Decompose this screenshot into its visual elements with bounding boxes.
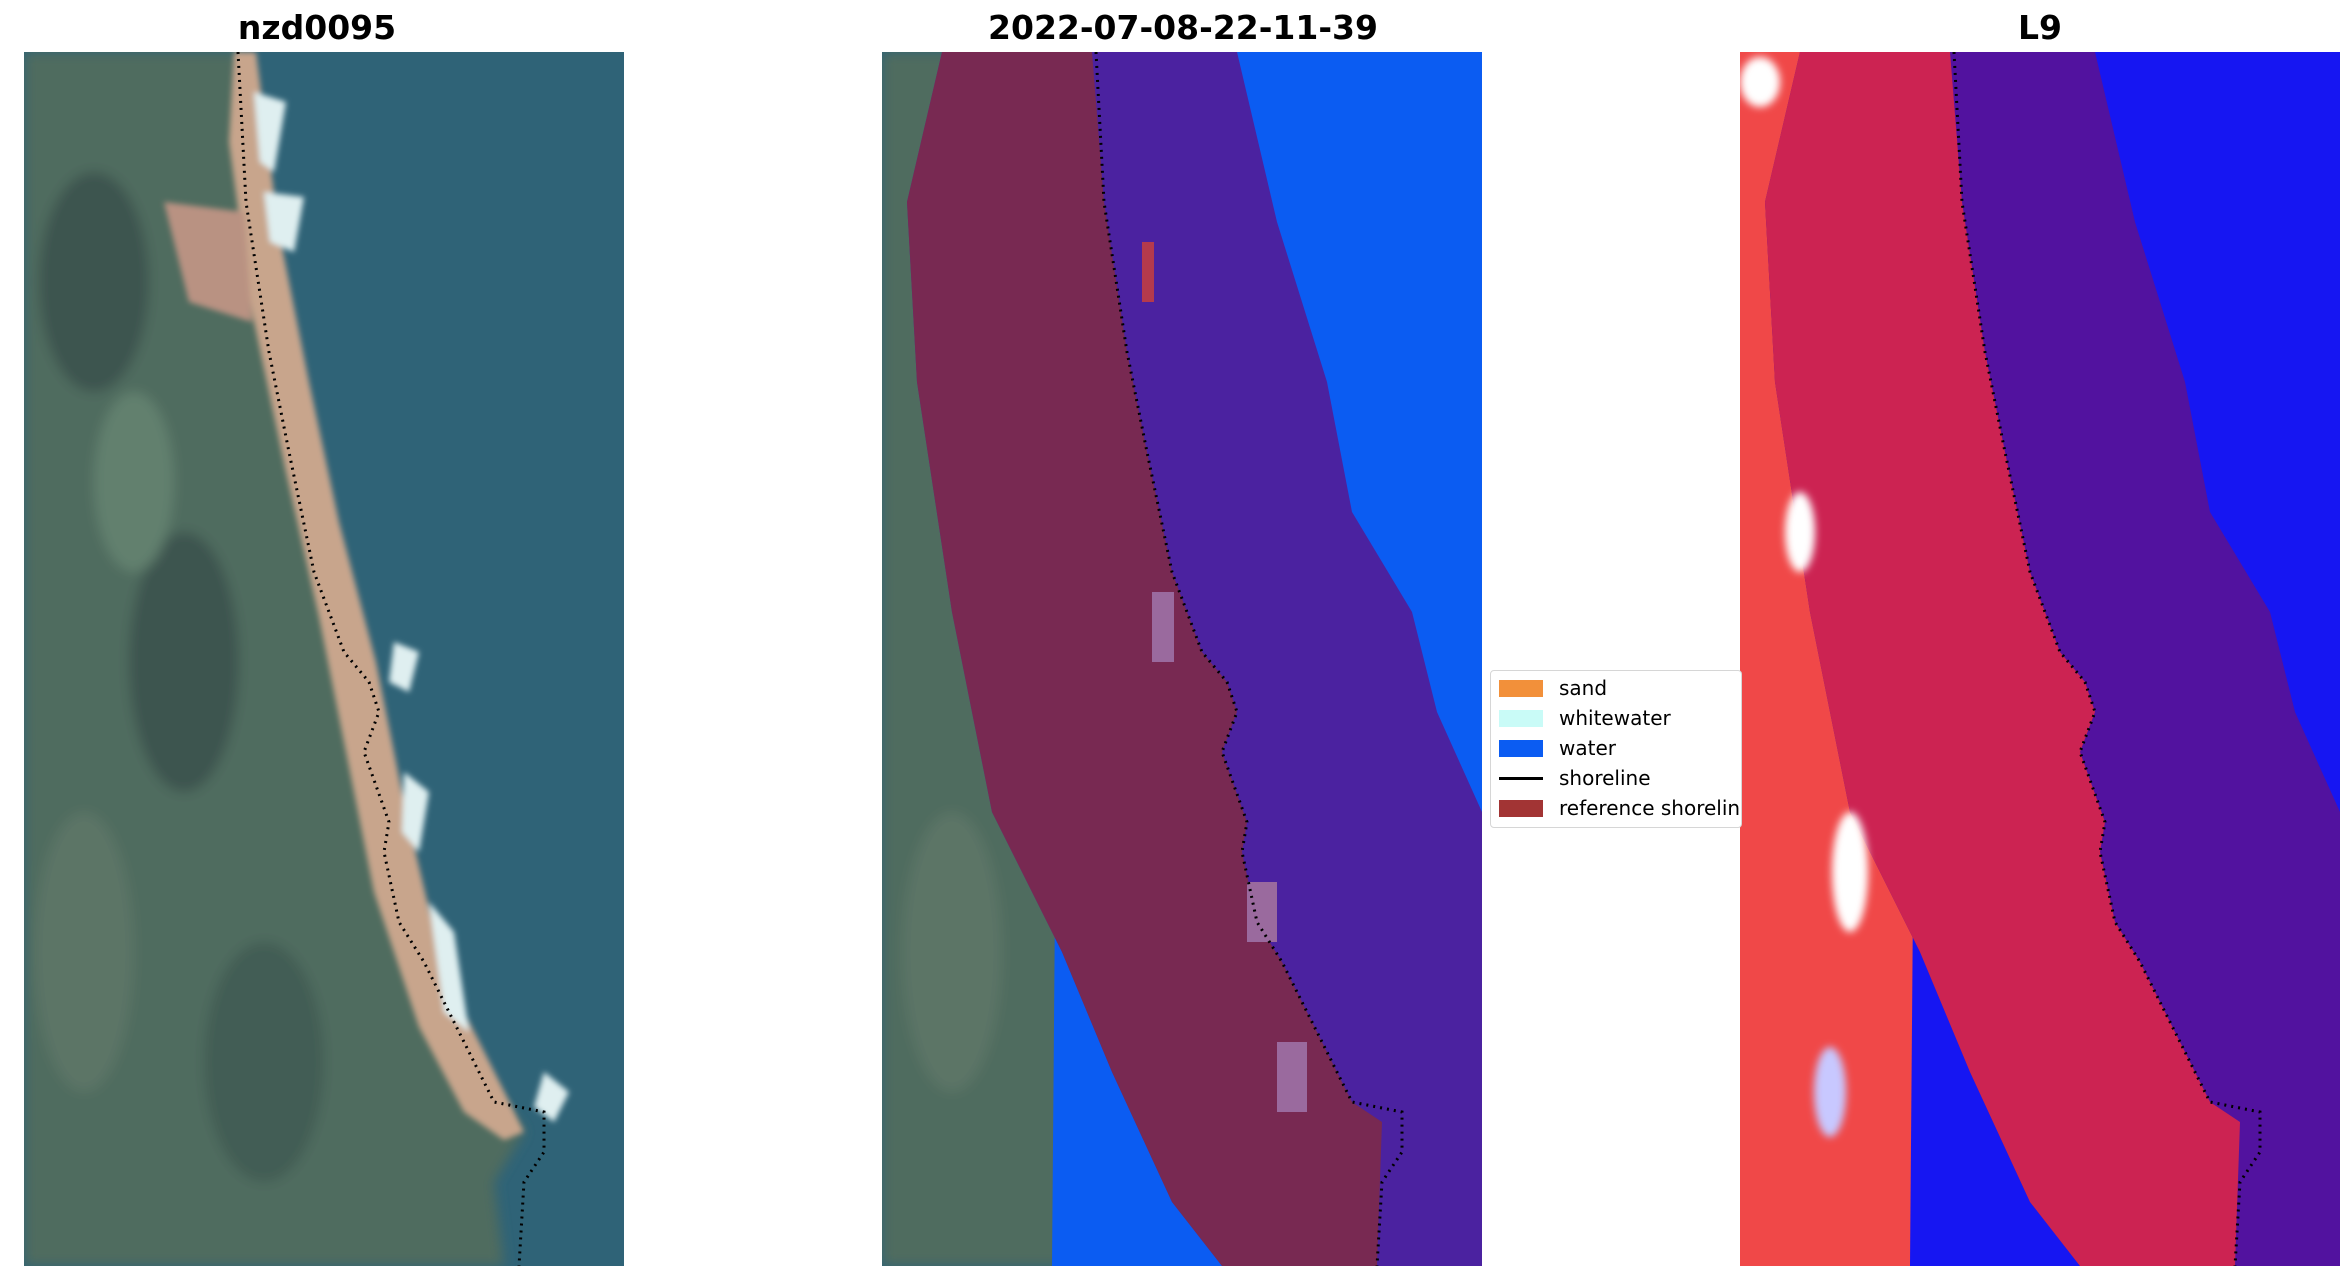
rgb-shoreline xyxy=(236,52,546,1266)
legend-swatch-whitewater xyxy=(1499,709,1543,727)
buffer-land-region xyxy=(907,52,1382,1266)
classification-shoreline xyxy=(1094,52,1404,1266)
legend: sand whitewater water shoreline referenc… xyxy=(1490,670,1742,828)
legend-item-sand: sand xyxy=(1499,673,1607,703)
legend-item-water: water xyxy=(1499,733,1616,763)
legend-label-whitewater: whitewater xyxy=(1559,706,1671,730)
index-panel xyxy=(1740,52,2340,1266)
legend-swatch-sand xyxy=(1499,679,1543,697)
panel-title-index: L9 xyxy=(2018,8,2062,47)
legend-item-shoreline: shoreline xyxy=(1499,763,1651,793)
legend-item-whitewater: whitewater xyxy=(1499,703,1671,733)
panel-title-classification: 2022-07-08-22-11-39 xyxy=(988,8,1378,47)
legend-label-water: water xyxy=(1559,736,1616,760)
legend-label-reference-shoreline: reference shoreline xyxy=(1559,796,1742,820)
index-buffer-land xyxy=(1765,52,2240,1266)
rgb-image-panel xyxy=(24,52,624,1266)
index-shoreline xyxy=(1952,52,2262,1266)
legend-label-sand: sand xyxy=(1559,676,1608,700)
index-image xyxy=(1740,52,2340,1266)
legend-swatch-reference-shoreline xyxy=(1499,799,1543,817)
legend-label-shoreline: shoreline xyxy=(1559,766,1651,790)
panel-title-rgb: nzd0095 xyxy=(237,8,397,47)
legend-item-reference-shoreline: reference shoreline xyxy=(1499,793,1742,823)
legend-swatch-water xyxy=(1499,739,1543,757)
classification-panel xyxy=(882,52,1482,1266)
classification-image xyxy=(882,52,1482,1266)
legend-line-shoreline xyxy=(1499,776,1543,780)
rgb-satellite-image xyxy=(24,52,624,1266)
